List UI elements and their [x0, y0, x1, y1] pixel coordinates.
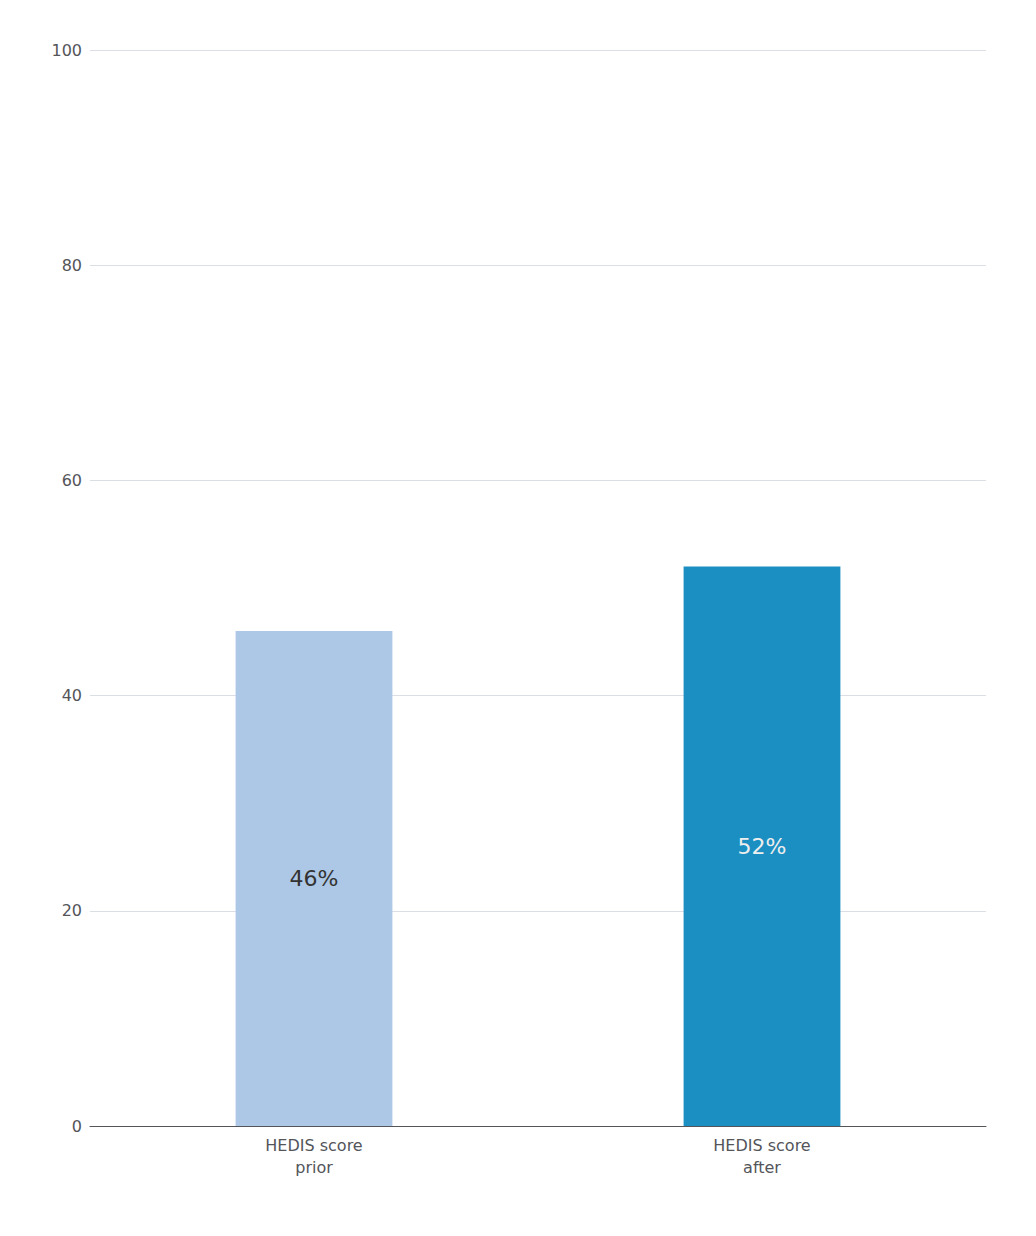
- svg-text:52%: 52%: [738, 834, 787, 859]
- svg-text:80: 80: [62, 256, 82, 275]
- svg-text:after: after: [743, 1158, 781, 1177]
- svg-text:100: 100: [51, 41, 82, 60]
- svg-text:60: 60: [62, 471, 82, 490]
- svg-text:prior: prior: [295, 1158, 333, 1177]
- svg-text:HEDIS score: HEDIS score: [713, 1136, 810, 1155]
- svg-text:40: 40: [62, 686, 82, 705]
- svg-text:HEDIS score: HEDIS score: [265, 1136, 362, 1155]
- svg-text:0: 0: [72, 1117, 82, 1136]
- svg-text:20: 20: [62, 901, 82, 920]
- svg-text:46%: 46%: [290, 866, 339, 891]
